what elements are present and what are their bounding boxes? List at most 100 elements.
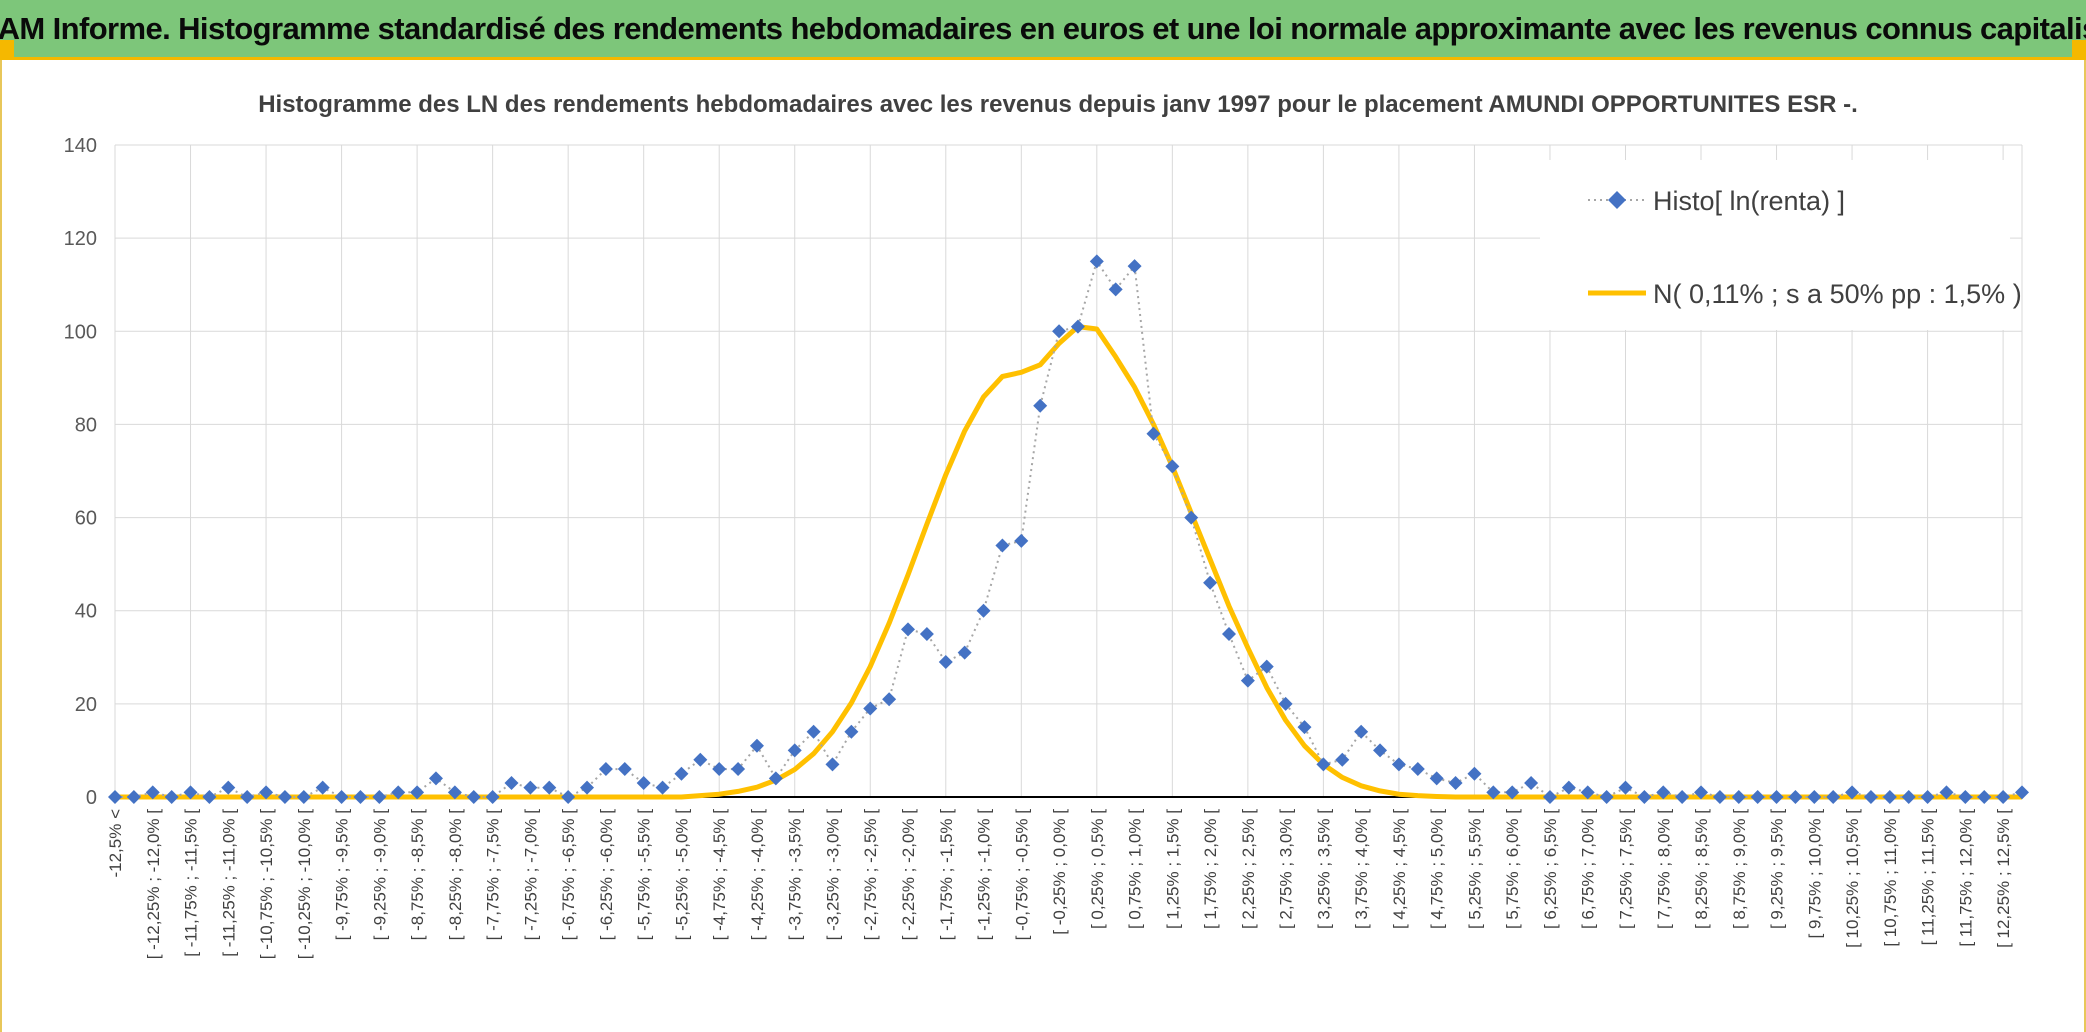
histogram-point [1486, 785, 1501, 800]
histogram-point [410, 785, 425, 800]
histogram-point [1391, 757, 1406, 772]
x-tick-label: [ -8,25% ; -8,0% [ [446, 809, 465, 941]
y-axis-ticks: 0 20 40 60 80 100 120 140 [64, 135, 97, 809]
histogram-point [1996, 790, 2011, 804]
x-tick-label: [ -7,25% ; -7,0% [ [521, 809, 540, 941]
histogram-point [806, 724, 821, 739]
x-tick-label: [ -11,25% ; -11,0% [ [219, 809, 238, 957]
histogram-point [1580, 785, 1595, 800]
legend-box [1540, 160, 2010, 330]
histogram-point [1505, 785, 1520, 800]
histogram-point [1845, 785, 1860, 800]
histogram-point [1297, 720, 1312, 735]
histogram-point [1826, 790, 1841, 804]
histogram-point [1807, 790, 1822, 804]
report-banner: ADAM Informe. Histogramme standardisé de… [0, 0, 2086, 60]
histogram-point [1467, 766, 1482, 781]
histogram-point [1070, 319, 1085, 334]
x-tick-label: [ -4,75% ; -4,5% [ [710, 809, 729, 941]
histogram-point [485, 790, 500, 804]
histogram-point [1958, 790, 1973, 804]
histogram-point [126, 790, 141, 804]
x-tick-label: [ 10,75% ; 11,0% [ [1881, 809, 1900, 947]
histogram-point [617, 762, 632, 777]
y-tick-label: 140 [64, 135, 97, 157]
banner-corner-right [2072, 40, 2086, 60]
histogram-point [315, 780, 330, 795]
histogram-point [1373, 743, 1388, 758]
histogram-point [1561, 780, 1576, 795]
histogram-point [1089, 254, 1104, 269]
x-tick-label: [ -3,25% ; -3,0% [ [823, 809, 842, 941]
histogram-point [1354, 724, 1369, 739]
y-tick-label: 40 [75, 601, 97, 623]
histogram-point [787, 743, 802, 758]
x-tick-label: [ 4,25% ; 4,5% [ [1390, 809, 1409, 929]
histogram-point [221, 780, 236, 795]
x-tick-label: [ 2,75% ; 3,0% [ [1277, 809, 1296, 929]
x-axis-ticks: -12,5% < [ -12,25% ; -12,0% [[ -11,75% ; … [106, 809, 2013, 960]
histogram-point [1335, 752, 1350, 767]
histogram-point [580, 780, 595, 795]
histogram-point [428, 771, 443, 786]
histogram-point [1146, 426, 1161, 441]
histogram-point [1769, 790, 1784, 804]
histogram-point [1675, 790, 1690, 804]
legend-histo-label: Histo[ ln(renta) ] [1653, 186, 1845, 216]
histogram-point [372, 790, 387, 804]
histogram-point [523, 780, 538, 795]
histogram-point [277, 790, 292, 804]
histogram-point [1052, 324, 1067, 339]
x-tick-label: [ 11,25% ; 11,5% [ [1919, 809, 1938, 946]
x-tick-label: [ -0,75% ; -0,5% [ [1012, 809, 1031, 941]
x-tick-label: [ 6,25% ; 6,5% [ [1541, 809, 1560, 929]
histogram-point [882, 692, 897, 707]
histogram-point [259, 785, 274, 800]
chart-frame [0, 60, 2086, 1032]
histogram-point [636, 776, 651, 791]
chart-grid [114, 144, 2023, 798]
x-tick-label: [ 3,25% ; 3,5% [ [1314, 809, 1333, 929]
y-tick-label: 80 [75, 414, 97, 436]
histogram-point [768, 771, 783, 786]
histogram-point [1165, 459, 1180, 474]
histogram-point [655, 780, 670, 795]
x-tick-label: [ -9,75% ; -9,5% [ [333, 809, 352, 941]
y-tick-label: 20 [75, 694, 97, 716]
x-tick-label: [ -5,75% ; -5,5% [ [635, 809, 654, 941]
histogram-point [1599, 790, 1614, 804]
histogram-point [674, 766, 689, 781]
histogram-point [240, 790, 255, 804]
x-tick-label: [ 5,75% ; 6,0% [ [1503, 809, 1522, 929]
banner-corner-left [0, 40, 14, 60]
histogram-point [164, 790, 179, 804]
histogram-point [1184, 510, 1199, 525]
histogram-point [1410, 762, 1425, 777]
histogram-point [995, 538, 1010, 553]
histogram-point [1656, 785, 1671, 800]
histogram-point [1203, 575, 1218, 590]
histogram-point [976, 603, 991, 618]
histogram-point [1920, 790, 1935, 804]
x-tick-label: [ -1,75% ; -1,5% [ [937, 809, 956, 941]
histogram-point [145, 785, 160, 800]
x-tick-label: [ -2,25% ; -2,0% [ [899, 809, 918, 941]
histogram-point [749, 738, 764, 753]
histogram-point [1694, 785, 1709, 800]
x-tick-label: [ 0,75% ; 1,0% [ [1126, 809, 1145, 929]
histogram-point [919, 627, 934, 641]
histogram-point [1618, 780, 1633, 795]
y-tick-label: 120 [64, 228, 97, 250]
x-tick-label: [ 10,25% ; 10,5% [ [1843, 809, 1862, 948]
histogram-point [1033, 398, 1048, 413]
x-tick-label: [ -5,25% ; -5,0% [ [672, 809, 691, 941]
x-tick-label: [ 9,25% ; 9,5% [ [1768, 809, 1787, 929]
histogram-point [1750, 790, 1765, 804]
histogram-point [504, 776, 519, 791]
histogram-point [863, 701, 878, 716]
x-tick-label: -12,5% < [106, 809, 125, 878]
histogram-point [1240, 673, 1255, 688]
x-tick-label: [ 7,75% ; 8,0% [ [1654, 809, 1673, 929]
histogram-point [1278, 696, 1293, 711]
